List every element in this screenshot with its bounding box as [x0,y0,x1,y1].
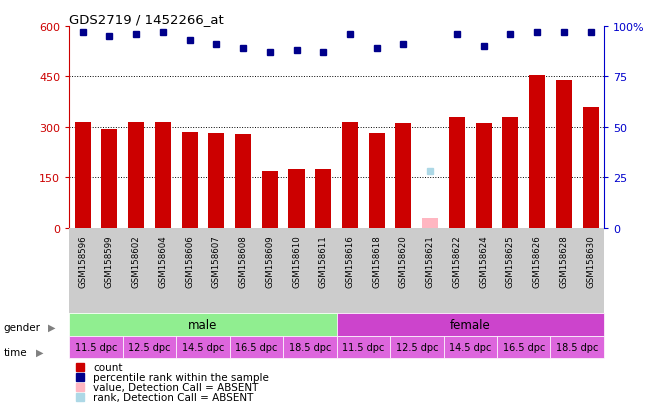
Text: GSM158624: GSM158624 [479,235,488,287]
Bar [529,76,545,228]
Text: GSM158625: GSM158625 [506,235,515,287]
Text: GSM158611: GSM158611 [319,235,328,287]
Bar [550,337,604,358]
Bar [176,337,230,358]
Text: value, Detection Call = ABSENT: value, Detection Call = ABSENT [93,382,259,392]
Text: GSM158618: GSM158618 [372,235,381,287]
Bar [497,337,550,358]
Text: 11.5 dpc: 11.5 dpc [342,342,385,352]
Text: ▶: ▶ [36,347,43,357]
Bar [502,117,518,228]
Bar [128,123,144,228]
Text: 11.5 dpc: 11.5 dpc [75,342,117,352]
Bar [369,133,385,228]
Text: male: male [188,318,218,332]
Text: GSM158609: GSM158609 [265,235,275,287]
Text: 18.5 dpc: 18.5 dpc [556,342,599,352]
Bar [262,172,278,228]
Text: count: count [93,362,123,372]
Bar [209,133,224,228]
Text: GSM158610: GSM158610 [292,235,301,287]
Text: GSM158622: GSM158622 [452,235,461,287]
Text: GSM158607: GSM158607 [212,235,221,287]
Bar [235,135,251,228]
Text: 14.5 dpc: 14.5 dpc [182,342,224,352]
Text: 12.5 dpc: 12.5 dpc [395,342,438,352]
Bar [155,123,171,228]
Bar [556,81,572,228]
Text: GSM158596: GSM158596 [78,235,87,287]
Text: female: female [450,318,490,332]
Bar [476,124,492,228]
Text: 16.5 dpc: 16.5 dpc [502,342,545,352]
Bar [337,313,604,337]
Text: GSM158599: GSM158599 [105,235,114,287]
Text: GDS2719 / 1452266_at: GDS2719 / 1452266_at [69,13,224,26]
Bar [283,337,337,358]
Bar [395,124,411,228]
Bar [444,337,497,358]
Text: 12.5 dpc: 12.5 dpc [128,342,171,352]
Text: GSM158626: GSM158626 [533,235,542,287]
Bar [422,218,438,228]
Bar [583,107,599,228]
Bar [69,313,337,337]
Text: 16.5 dpc: 16.5 dpc [235,342,278,352]
Bar [75,123,90,228]
Bar [69,337,123,358]
Bar [390,337,444,358]
Bar [449,117,465,228]
Text: GSM158621: GSM158621 [426,235,435,287]
Text: 18.5 dpc: 18.5 dpc [288,342,331,352]
Bar [342,123,358,228]
Text: percentile rank within the sample: percentile rank within the sample [93,372,269,382]
Bar [315,169,331,228]
Bar [123,337,176,358]
Text: GSM158604: GSM158604 [158,235,168,287]
Text: ▶: ▶ [48,322,55,332]
Text: GSM158630: GSM158630 [586,235,595,287]
Text: GSM158628: GSM158628 [559,235,568,287]
Bar [182,133,197,228]
Text: GSM158602: GSM158602 [131,235,141,287]
Text: gender: gender [3,322,40,332]
Text: 14.5 dpc: 14.5 dpc [449,342,492,352]
Text: time: time [3,347,27,357]
Bar [288,169,304,228]
Bar [102,129,117,228]
Text: GSM158620: GSM158620 [399,235,408,287]
Bar [230,337,283,358]
Text: GSM158616: GSM158616 [345,235,354,287]
Text: rank, Detection Call = ABSENT: rank, Detection Call = ABSENT [93,392,253,402]
Text: GSM158606: GSM158606 [185,235,194,287]
Bar [337,337,390,358]
Text: GSM158608: GSM158608 [238,235,248,287]
